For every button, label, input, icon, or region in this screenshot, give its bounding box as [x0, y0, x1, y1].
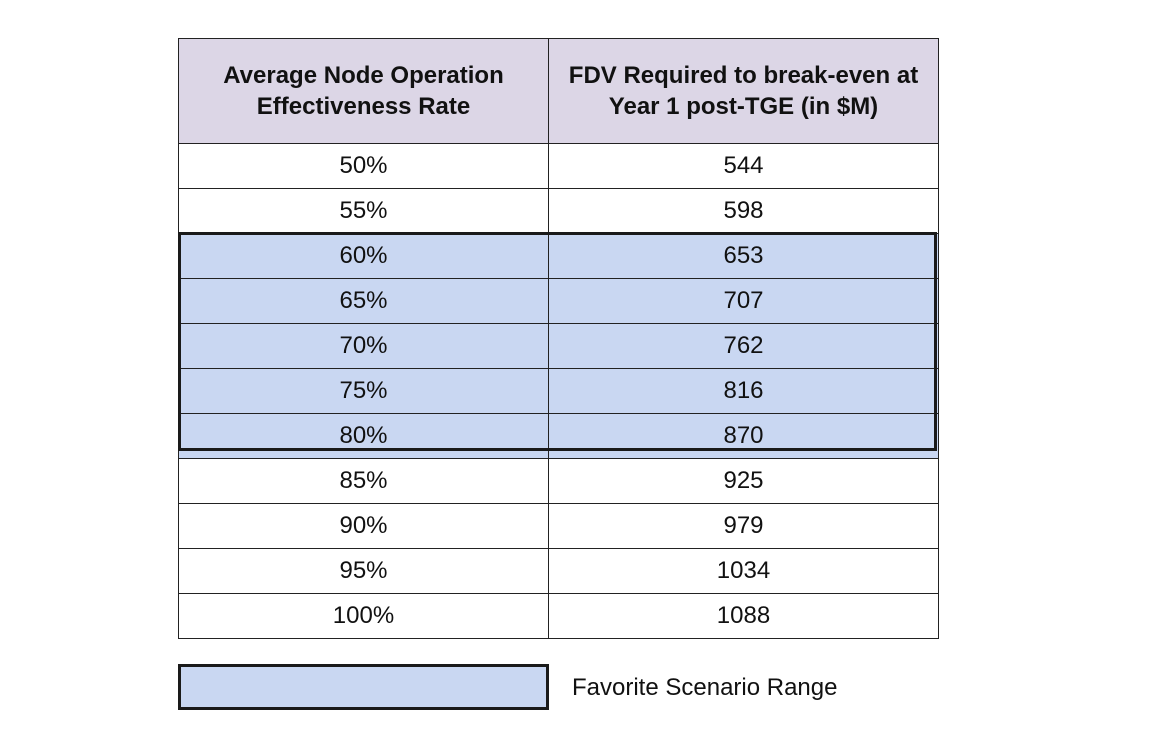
- rate-cell: 75%: [178, 368, 549, 414]
- table-row: 60% 653: [178, 233, 939, 279]
- table-row: 75% 816: [178, 368, 939, 414]
- legend-swatch: [178, 664, 549, 710]
- rate-cell: 100%: [178, 593, 549, 639]
- table-row: 50% 544: [178, 143, 939, 189]
- rate-cell: 50%: [178, 143, 549, 189]
- rate-cell: 90%: [178, 503, 549, 549]
- table-row: 65% 707: [178, 278, 939, 324]
- fdv-cell: 598: [548, 188, 939, 234]
- header-fdv-required: FDV Required to break-even at Year 1 pos…: [548, 38, 939, 144]
- fdv-cell: 1088: [548, 593, 939, 639]
- legend-label: Favorite Scenario Range: [572, 674, 838, 701]
- fdv-cell: 762: [548, 323, 939, 369]
- header-effectiveness-rate: Average Node Operation Effectiveness Rat…: [178, 38, 549, 144]
- rate-cell: 55%: [178, 188, 549, 234]
- rate-cell: 95%: [178, 548, 549, 594]
- fdv-cell: 979: [548, 503, 939, 549]
- rate-cell: 80%: [178, 413, 549, 459]
- fdv-table: Average Node Operation Effectiveness Rat…: [178, 38, 939, 639]
- fdv-cell: 870: [548, 413, 939, 459]
- rate-cell: 60%: [178, 233, 549, 279]
- fdv-cell: 707: [548, 278, 939, 324]
- fdv-cell: 544: [548, 143, 939, 189]
- table-row: 95% 1034: [178, 548, 939, 594]
- table-row: 55% 598: [178, 188, 939, 234]
- table-row: 70% 762: [178, 323, 939, 369]
- table-body: 50% 544 55% 598 60% 653 65% 707 70% 762 75% 816 80% 8…: [178, 143, 939, 639]
- fdv-table-container: Average Node Operation Effectiveness Rat…: [178, 38, 939, 639]
- table-row: 85% 925: [178, 458, 939, 504]
- fdv-cell: 925: [548, 458, 939, 504]
- table-header-row: Average Node Operation Effectiveness Rat…: [178, 38, 939, 144]
- table-row: 100% 1088: [178, 593, 939, 639]
- rate-cell: 70%: [178, 323, 549, 369]
- fdv-cell: 1034: [548, 548, 939, 594]
- rate-cell: 65%: [178, 278, 549, 324]
- rate-cell: 85%: [178, 458, 549, 504]
- fdv-cell: 653: [548, 233, 939, 279]
- table-row: 80% 870: [178, 413, 939, 459]
- table-row: 90% 979: [178, 503, 939, 549]
- fdv-cell: 816: [548, 368, 939, 414]
